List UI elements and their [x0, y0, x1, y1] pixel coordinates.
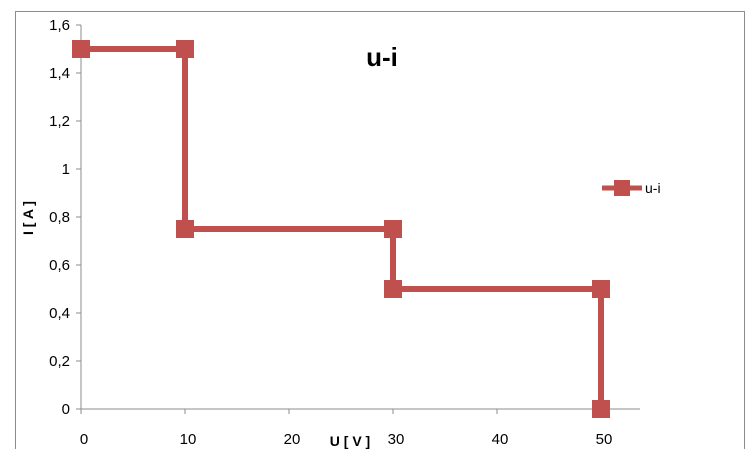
series-layer [72, 40, 610, 418]
data-point [176, 40, 194, 58]
chart-title: u-i [366, 42, 398, 72]
y-tick-label: 0,6 [49, 257, 70, 274]
data-point [384, 220, 402, 238]
x-tick-label: 50 [596, 431, 613, 448]
data-point [384, 280, 402, 298]
y-tick-label: 0,4 [49, 305, 70, 322]
data-point [592, 280, 610, 298]
y-tick-label: 0,2 [49, 353, 70, 370]
axes [80, 25, 640, 410]
y-ticks: 0 0,2 0,4 0,6 0,8 1 1,2 1,4 1,6 [49, 17, 81, 418]
data-point [72, 40, 90, 58]
legend-marker [614, 180, 630, 196]
y-tick-label: 0 [62, 401, 70, 418]
legend-label: u-i [645, 180, 661, 196]
series-line-u-i [81, 46, 604, 409]
x-tick-label: 40 [492, 431, 509, 448]
x-tick-label: 20 [284, 431, 301, 448]
x-ticks: 0 10 20 30 40 50 [80, 409, 613, 448]
y-tick-label: 1,2 [49, 113, 70, 130]
x-axis-title: U [ V ] [330, 433, 370, 449]
y-tick-label: 0,8 [49, 209, 70, 226]
y-tick-label: 1,6 [49, 17, 70, 34]
x-tick-label: 0 [80, 431, 88, 448]
y-axis-title: I [ A ] [20, 201, 36, 235]
legend: u-i [602, 180, 661, 196]
y-tick-label: 1 [62, 161, 70, 178]
x-tick-label: 10 [180, 431, 197, 448]
data-point [592, 400, 610, 418]
x-tick-label: 30 [388, 431, 405, 448]
y-tick-label: 1,4 [49, 65, 70, 82]
data-point [176, 220, 194, 238]
